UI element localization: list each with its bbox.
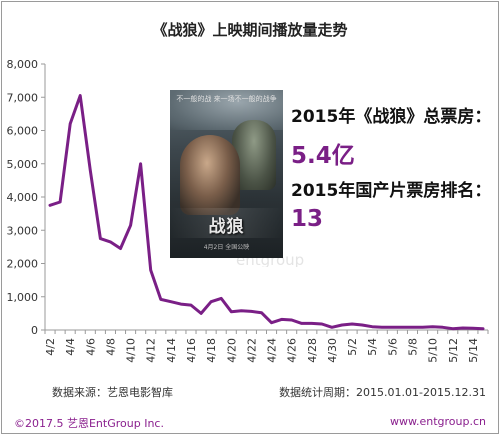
data-point: [169, 300, 173, 303]
data-point: [270, 321, 273, 324]
data-point: [421, 326, 424, 329]
data-point: [199, 312, 203, 315]
data-point: [340, 323, 344, 327]
data-point: [219, 297, 223, 300]
poster-release-date: 4月2日 全国公映: [203, 244, 250, 251]
data-point: [179, 302, 183, 306]
data-point: [109, 240, 112, 244]
data-point: [350, 322, 354, 326]
data-point: [129, 224, 132, 227]
data-point: [360, 323, 364, 327]
rank-label: 2015年国产片票房排名：: [291, 181, 492, 201]
x-tick-label: 4/30: [326, 338, 339, 363]
x-tick-label: 4/12: [145, 338, 158, 363]
data-point: [431, 325, 434, 328]
data-point: [149, 268, 152, 272]
x-tick-label: 4/28: [306, 338, 319, 363]
data-point: [411, 326, 414, 329]
box-office-label: 2015年《战狼》总票房：: [291, 107, 492, 127]
x-tick-label: 5/12: [447, 338, 460, 363]
movie-poster: 不一般的战 来一场不一般的战争 战狼 4月2日 全国公映: [170, 90, 283, 258]
x-tick-label: 5/2: [346, 338, 359, 356]
data-point: [441, 326, 444, 329]
y-tick-label: 2,000: [7, 258, 39, 271]
x-tick-label: 4/26: [286, 338, 299, 363]
x-tick-label: 4/16: [185, 338, 198, 363]
x-tick-label: 4/6: [84, 338, 97, 356]
poster-logo: 战狼: [208, 217, 245, 237]
y-tick-label: 1,000: [7, 291, 39, 304]
data-point: [401, 326, 404, 329]
x-tick-label: 4/24: [266, 338, 279, 363]
website-link[interactable]: www.entgroup.cn: [390, 415, 486, 428]
x-tick-label: 4/14: [165, 338, 178, 363]
x-tick-label: 4/22: [245, 338, 258, 363]
data-point: [330, 326, 334, 329]
data-point: [119, 247, 122, 250]
y-tick-label: 7,000: [7, 91, 39, 104]
data-point: [250, 310, 253, 313]
y-tick-label: 4,000: [7, 191, 39, 204]
data-point: [481, 327, 485, 330]
poster-tagline: 不一般的战 来一场不一般的战争: [176, 95, 277, 103]
series-line: [48, 94, 485, 331]
x-tick-label: 4/18: [205, 338, 218, 363]
rank-value: 13: [291, 206, 324, 232]
data-point: [48, 204, 52, 207]
y-tick-label: 6,000: [7, 125, 39, 138]
y-tick-label: 3,000: [7, 224, 39, 237]
poster-logo-band: [170, 208, 283, 238]
x-tick-label: 5/8: [406, 338, 419, 356]
data-point: [240, 309, 243, 312]
data-point: [209, 300, 213, 303]
data-point: [290, 318, 293, 322]
data-point: [461, 326, 465, 330]
data-point: [159, 298, 162, 301]
x-tick-label: 5/14: [467, 338, 480, 363]
data-point: [300, 322, 303, 325]
x-tick-label: 4/20: [225, 338, 238, 363]
data-point: [471, 327, 475, 330]
x-tick-label: 5/10: [427, 338, 440, 363]
x-tick-label: 4/2: [44, 338, 57, 356]
data-point: [381, 326, 384, 329]
data-point: [280, 318, 283, 321]
data-point: [451, 327, 454, 330]
x-tick-label: 5/6: [386, 338, 399, 356]
poster-hero: [180, 135, 240, 215]
data-point: [371, 325, 374, 328]
data-source: 数据来源：艺恩电影智库: [52, 386, 173, 399]
chart-title: 《战狼》上映期间播放量走势: [152, 21, 348, 39]
x-tick-label: 4/4: [64, 338, 77, 356]
box-office-value: 5.4亿: [291, 143, 355, 169]
data-point: [99, 237, 102, 240]
data-point: [260, 311, 263, 314]
y-tick-label: 0: [31, 324, 38, 337]
data-point: [310, 322, 314, 325]
data-point: [68, 122, 72, 126]
copyright: ©2017.5 艺恩EntGroup Inc.: [14, 417, 164, 430]
data-point: [79, 94, 82, 97]
x-tick-label: 4/10: [125, 338, 138, 363]
data-point: [189, 303, 193, 307]
data-period: 数据统计周期：2015.01.01-2015.12.31: [279, 386, 486, 399]
x-tick-label: 4/8: [104, 338, 117, 356]
data-point: [230, 310, 233, 313]
data-point: [58, 200, 62, 204]
x-tick-label: 5/4: [366, 338, 379, 356]
data-point: [391, 326, 394, 329]
y-tick-label: 5,000: [7, 158, 39, 171]
data-point: [89, 169, 92, 172]
data-point: [320, 322, 324, 326]
y-tick-label: 8,000: [7, 58, 39, 71]
data-point: [139, 162, 142, 165]
